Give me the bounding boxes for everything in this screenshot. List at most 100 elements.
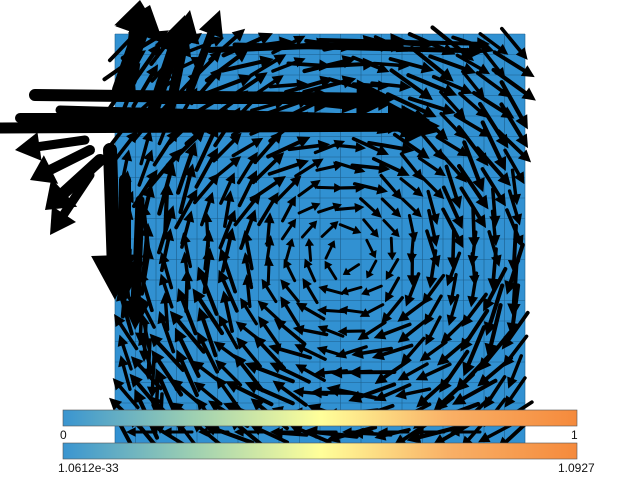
velocity-arrow-head (158, 273, 170, 286)
velocity-arrow-shaft (510, 168, 518, 197)
velocity-arrow-shaft (178, 337, 201, 378)
velocity-arrow-shaft (161, 320, 176, 354)
velocity-arrow-head (520, 65, 535, 78)
velocity-arrow-head (378, 162, 391, 174)
velocity-arrow-shaft (499, 102, 524, 139)
velocity-arrow-shaft (266, 100, 301, 115)
velocity-arrow-head (269, 362, 284, 374)
velocity-arrow-head (414, 427, 424, 437)
velocity-arrow-shaft (345, 308, 364, 314)
velocity-arrow-head (129, 373, 143, 388)
velocity-arrow-shaft (249, 180, 279, 202)
velocity-arrow-shaft (388, 276, 401, 296)
velocity-arrow-head (241, 229, 253, 243)
velocity-arrow-shaft (480, 167, 502, 199)
velocity-arrow-shaft (450, 294, 460, 318)
velocity-arrow-head (472, 177, 485, 193)
velocity-arrow-head (196, 398, 208, 411)
velocity-arrow-shaft (503, 148, 521, 177)
velocity-arrow-head (240, 297, 250, 310)
velocity-arrow-head (50, 206, 76, 235)
velocity-arrow-shaft (370, 81, 402, 88)
velocity-arrow-head (169, 310, 184, 326)
velocity-arrow-shaft (426, 189, 437, 217)
velocity-arrow-head (126, 296, 139, 308)
velocity-arrow-shaft (401, 197, 417, 213)
velocity-arrow-head (483, 297, 495, 312)
velocity-arrow-head (365, 270, 374, 279)
velocity-arrow-head (293, 35, 306, 46)
velocity-arrow-shaft (163, 301, 170, 332)
velocity-arrow-shaft (302, 347, 327, 361)
velocity-arrow-head (310, 386, 322, 399)
velocity-arrow-shaft (491, 187, 497, 218)
velocity-arrow-head (231, 28, 246, 42)
velocity-arrow-head (433, 396, 448, 411)
velocity-arrow-head (326, 430, 341, 444)
velocity-arrow-shaft (284, 244, 292, 262)
velocity-arrow-shaft (302, 367, 326, 382)
velocity-arrow-head (213, 341, 226, 353)
velocity-arrow-head (452, 234, 464, 249)
velocity-arrow-shaft (441, 185, 460, 220)
velocity-arrow-head (225, 172, 236, 185)
velocity-arrow-head (261, 278, 271, 290)
velocity-arrow-shaft (200, 340, 220, 374)
velocity-arrow-head (198, 427, 208, 437)
velocity-arrow-head (317, 325, 329, 335)
velocity-arrow-head (118, 355, 129, 368)
velocity-arrow-shaft (361, 346, 393, 355)
velocity-arrow-shaft (236, 159, 254, 185)
velocity-arrow-shaft (156, 341, 185, 372)
velocity-arrow-shaft (380, 197, 397, 213)
velocity-arrow-shaft (249, 58, 279, 78)
velocity-arrow-shaft (437, 149, 462, 176)
velocity-arrow-head (268, 343, 282, 355)
velocity-arrow-head (371, 207, 382, 218)
velocity-arrow-head (404, 294, 415, 307)
velocity-arrow-shaft (320, 224, 335, 238)
velocity-arrow-shaft (428, 294, 443, 318)
velocity-arrow-shaft (200, 386, 223, 406)
velocity-arrow-head (160, 181, 174, 196)
velocity-arrow-head (130, 356, 144, 370)
velocity-arrow-shaft (389, 68, 425, 95)
velocity-arrow-shaft (333, 143, 358, 149)
velocity-arrow-head (170, 378, 184, 392)
velocity-arrow-head (316, 345, 328, 356)
velocity-arrow-head (224, 227, 236, 241)
colorbar-scalar-bar (62, 409, 578, 427)
velocity-arrow-head (157, 310, 169, 325)
velocity-arrow-head (181, 269, 193, 282)
velocity-arrow-head (196, 266, 209, 282)
velocity-arrow-shaft (162, 260, 174, 290)
velocity-arrow-shaft (486, 423, 513, 439)
velocity-arrow-head (201, 211, 213, 223)
velocity-arrow-head (311, 202, 321, 212)
velocity-arrow-head (264, 235, 275, 246)
velocity-arrow-head (162, 228, 175, 242)
velocity-arrow-shaft (186, 29, 216, 94)
velocity-arrow-shaft (466, 292, 488, 320)
velocity-arrow-head (112, 378, 125, 391)
velocity-arrow-head (478, 432, 491, 443)
velocity-arrow-head (397, 331, 410, 343)
velocity-arrow-shaft (275, 181, 296, 202)
velocity-arrow-head (30, 155, 59, 184)
velocity-arrow-head (218, 247, 231, 262)
velocity-arrow-shaft (419, 131, 439, 154)
velocity-arrow-shaft (120, 298, 134, 336)
velocity-arrow-shaft (154, 374, 160, 407)
velocity-arrow-head (348, 390, 363, 403)
velocity-arrow-shaft (512, 223, 518, 263)
velocity-arrow-head (415, 370, 429, 381)
velocity-arrow-shaft (509, 376, 527, 401)
velocity-arrow-head (229, 156, 242, 168)
velocity-arrow-head (204, 191, 215, 204)
velocity-arrow-shaft (506, 310, 530, 342)
velocity-arrow-shaft (508, 334, 529, 360)
velocity-arrow-head (327, 240, 336, 249)
velocity-arrow-head (211, 36, 225, 47)
velocity-arrow-head (257, 32, 273, 45)
